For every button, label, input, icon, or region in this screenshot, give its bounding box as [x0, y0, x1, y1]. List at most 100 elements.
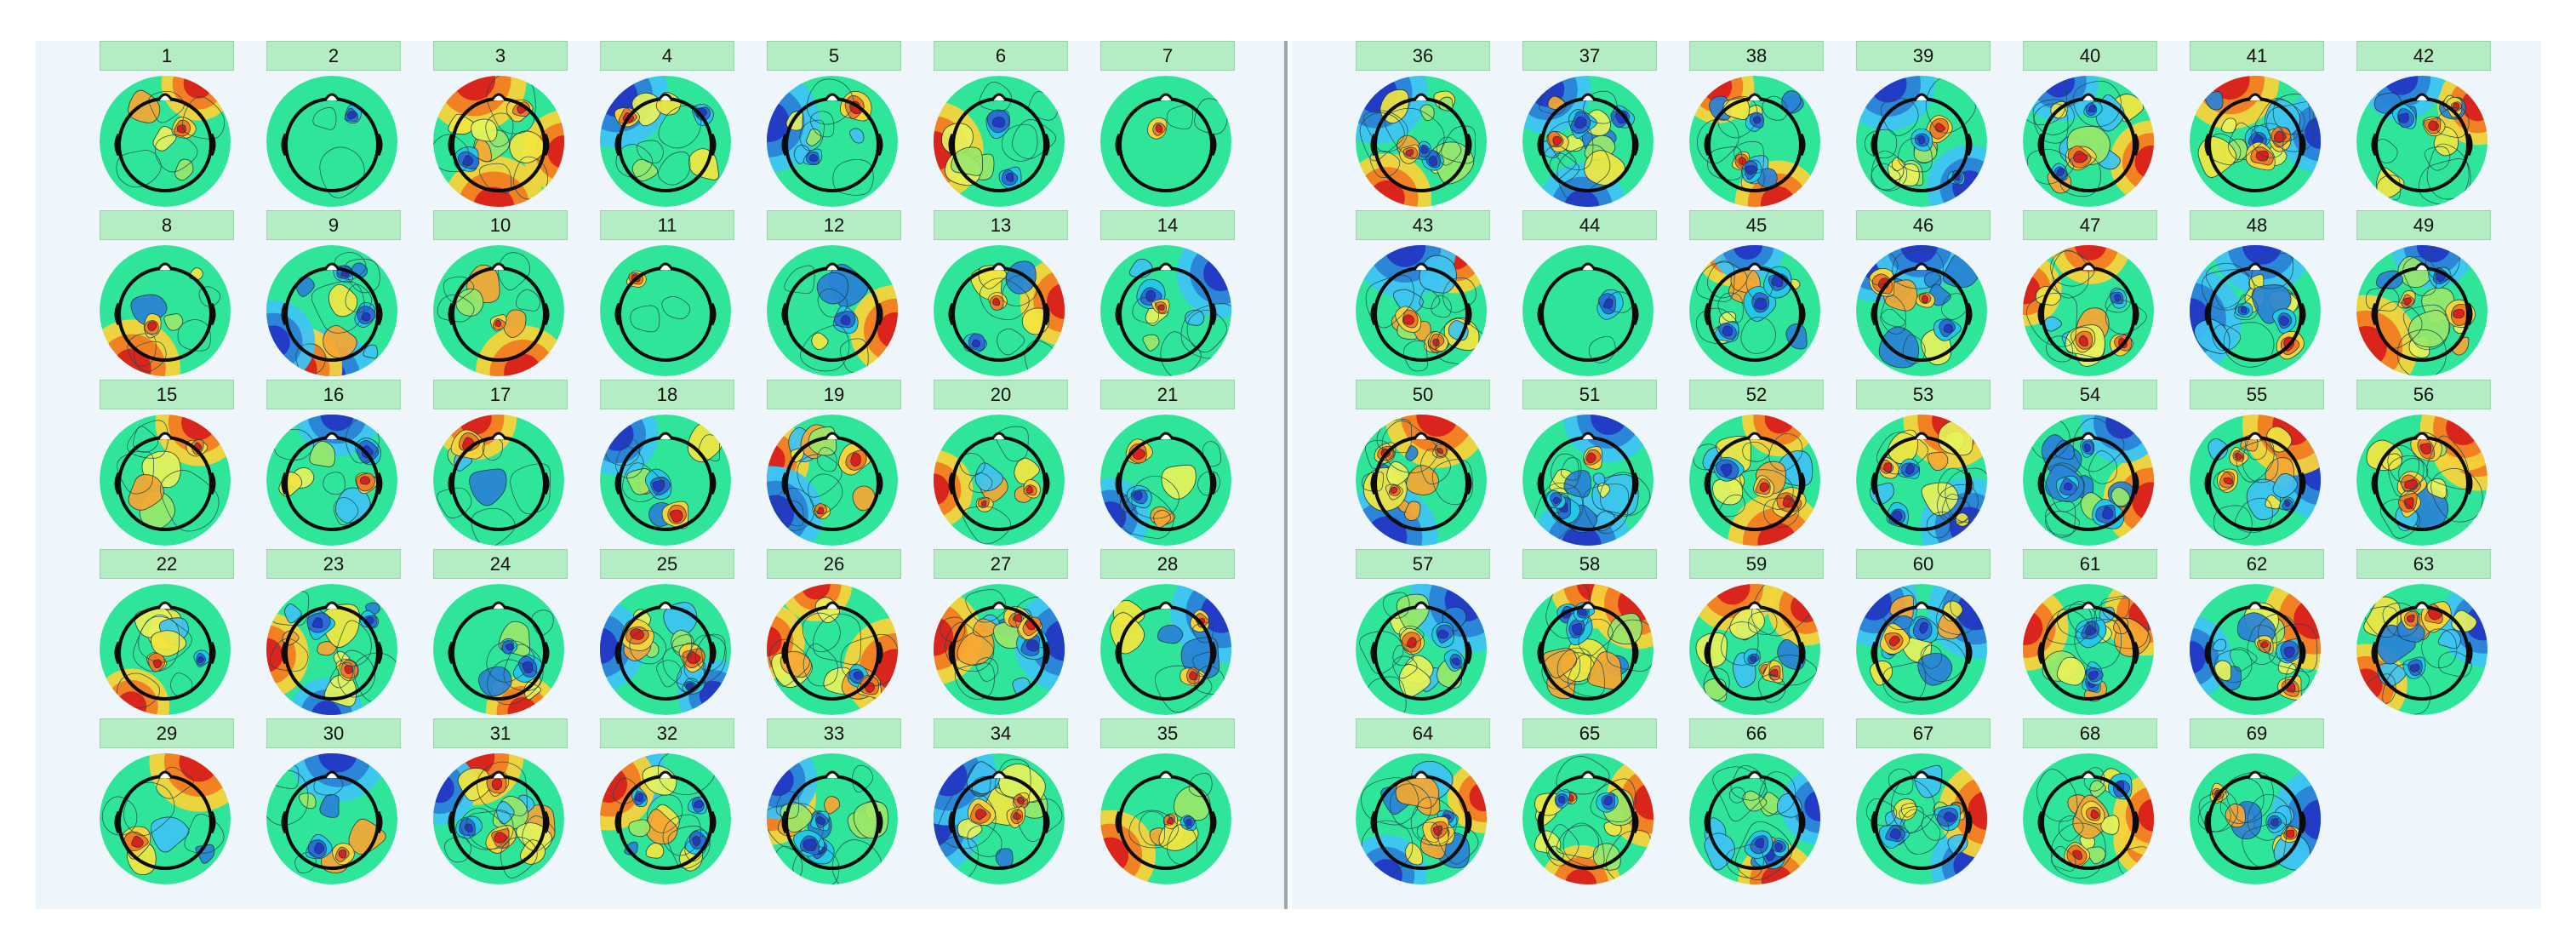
- component-label[interactable]: 10: [433, 210, 568, 240]
- scalp-map[interactable]: [2354, 73, 2490, 209]
- component-59[interactable]: 59: [1687, 549, 1831, 718]
- component-58[interactable]: 58: [1520, 549, 1665, 718]
- component-45[interactable]: 45: [1687, 210, 1831, 379]
- component-10[interactable]: 10: [431, 210, 575, 379]
- scalp-map[interactable]: [1098, 243, 1234, 379]
- component-27[interactable]: 27: [931, 549, 1076, 718]
- component-4[interactable]: 4: [597, 41, 742, 209]
- scalp-map[interactable]: [264, 73, 400, 209]
- scalp-map[interactable]: [1687, 73, 1823, 209]
- component-25[interactable]: 25: [597, 549, 742, 718]
- component-65[interactable]: 65: [1520, 718, 1665, 887]
- scalp-map[interactable]: [1353, 73, 1489, 209]
- component-label[interactable]: 4: [600, 41, 734, 71]
- scalp-map[interactable]: [1853, 73, 1990, 209]
- component-label[interactable]: 6: [934, 41, 1068, 71]
- component-55[interactable]: 55: [2187, 380, 2332, 548]
- component-64[interactable]: 64: [1353, 718, 1498, 887]
- scalp-map[interactable]: [1853, 751, 1990, 887]
- scalp-map[interactable]: [1353, 581, 1489, 718]
- component-15[interactable]: 15: [97, 380, 242, 548]
- component-41[interactable]: 41: [2187, 41, 2332, 209]
- scalp-map[interactable]: [597, 581, 734, 718]
- component-label[interactable]: 11: [600, 210, 734, 240]
- component-label[interactable]: 68: [2023, 718, 2157, 748]
- component-17[interactable]: 17: [431, 380, 575, 548]
- component-label[interactable]: 34: [934, 718, 1068, 748]
- component-47[interactable]: 47: [2020, 210, 2165, 379]
- component-3[interactable]: 3: [431, 41, 575, 209]
- component-label[interactable]: 25: [600, 549, 734, 579]
- component-60[interactable]: 60: [1853, 549, 1998, 718]
- component-label[interactable]: 69: [2190, 718, 2324, 748]
- component-label[interactable]: 36: [1356, 41, 1490, 71]
- scalp-map[interactable]: [764, 581, 900, 718]
- component-label[interactable]: 39: [1856, 41, 1991, 71]
- component-label[interactable]: 17: [433, 380, 568, 409]
- component-32[interactable]: 32: [597, 718, 742, 887]
- component-label[interactable]: 28: [1100, 549, 1235, 579]
- component-label[interactable]: 23: [266, 549, 401, 579]
- scalp-map[interactable]: [597, 751, 734, 887]
- scalp-map[interactable]: [1853, 581, 1990, 718]
- component-label[interactable]: 65: [1522, 718, 1657, 748]
- component-label[interactable]: 59: [1689, 549, 1824, 579]
- component-label[interactable]: 57: [1356, 549, 1490, 579]
- component-label[interactable]: 31: [433, 718, 568, 748]
- scalp-map[interactable]: [764, 751, 900, 887]
- scalp-map[interactable]: [2020, 581, 2156, 718]
- component-label[interactable]: 21: [1100, 380, 1235, 409]
- component-label[interactable]: 56: [2356, 380, 2491, 409]
- scalp-map[interactable]: [597, 73, 734, 209]
- component-label[interactable]: 46: [1856, 210, 1991, 240]
- scalp-map[interactable]: [1353, 243, 1489, 379]
- component-6[interactable]: 6: [931, 41, 1076, 209]
- scalp-map[interactable]: [97, 412, 233, 548]
- component-34[interactable]: 34: [931, 718, 1076, 887]
- component-label[interactable]: 41: [2190, 41, 2324, 71]
- scalp-map[interactable]: [1520, 581, 1656, 718]
- scalp-map[interactable]: [2020, 412, 2156, 548]
- component-42[interactable]: 42: [2354, 41, 2499, 209]
- component-12[interactable]: 12: [764, 210, 909, 379]
- component-14[interactable]: 14: [1098, 210, 1242, 379]
- component-label[interactable]: 44: [1522, 210, 1657, 240]
- scalp-map[interactable]: [1687, 581, 1823, 718]
- component-28[interactable]: 28: [1098, 549, 1242, 718]
- component-label[interactable]: 45: [1689, 210, 1824, 240]
- component-20[interactable]: 20: [931, 380, 1076, 548]
- component-label[interactable]: 7: [1100, 41, 1235, 71]
- scalp-map[interactable]: [1853, 412, 1990, 548]
- scalp-map[interactable]: [931, 751, 1067, 887]
- component-label[interactable]: 26: [767, 549, 901, 579]
- component-49[interactable]: 49: [2354, 210, 2499, 379]
- component-51[interactable]: 51: [1520, 380, 1665, 548]
- component-label[interactable]: 27: [934, 549, 1068, 579]
- component-label[interactable]: 40: [2023, 41, 2157, 71]
- component-label[interactable]: 3: [433, 41, 568, 71]
- component-19[interactable]: 19: [764, 380, 909, 548]
- component-16[interactable]: 16: [264, 380, 408, 548]
- component-label[interactable]: 38: [1689, 41, 1824, 71]
- component-label[interactable]: 16: [266, 380, 401, 409]
- scalp-map[interactable]: [2354, 581, 2490, 718]
- component-label[interactable]: 2: [266, 41, 401, 71]
- scalp-map[interactable]: [431, 412, 567, 548]
- scalp-map[interactable]: [264, 581, 400, 718]
- scalp-map[interactable]: [1098, 73, 1234, 209]
- component-69[interactable]: 69: [2187, 718, 2332, 887]
- scalp-map[interactable]: [1520, 243, 1656, 379]
- scalp-map[interactable]: [2187, 581, 2323, 718]
- component-label[interactable]: 35: [1100, 718, 1235, 748]
- component-29[interactable]: 29: [97, 718, 242, 887]
- scalp-map[interactable]: [1098, 412, 1234, 548]
- scalp-map[interactable]: [764, 243, 900, 379]
- component-label[interactable]: 22: [100, 549, 234, 579]
- component-label[interactable]: 14: [1100, 210, 1235, 240]
- scalp-map[interactable]: [1098, 581, 1234, 718]
- scalp-map[interactable]: [1520, 73, 1656, 209]
- scalp-map[interactable]: [2187, 243, 2323, 379]
- component-label[interactable]: 5: [767, 41, 901, 71]
- component-label[interactable]: 8: [100, 210, 234, 240]
- component-40[interactable]: 40: [2020, 41, 2165, 209]
